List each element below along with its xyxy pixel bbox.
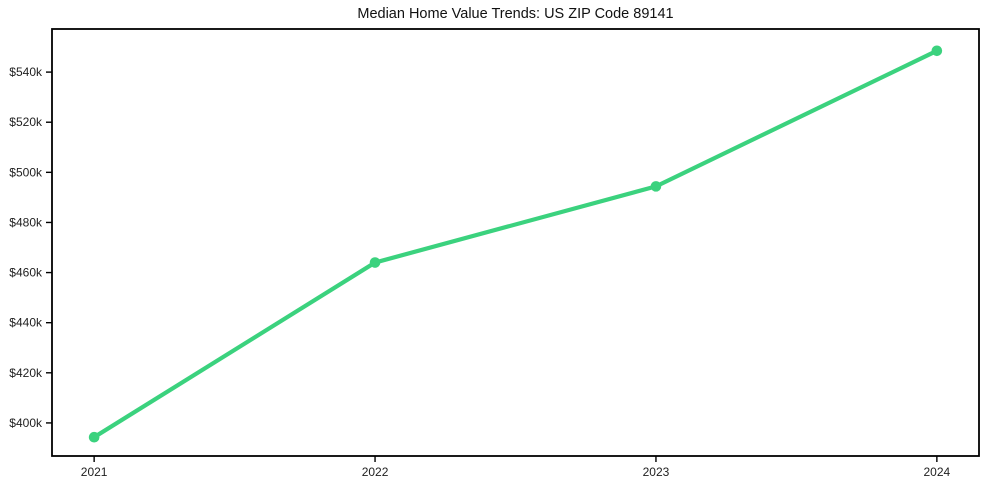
x-axis-tick-label: 2023 — [643, 465, 670, 479]
trend-line — [92, 48, 939, 440]
chart-title: Median Home Value Trends: US ZIP Code 89… — [357, 6, 674, 22]
y-axis-tick-label: $500k — [9, 165, 43, 179]
data-point-marker — [369, 257, 381, 268]
plot-frame — [51, 28, 980, 457]
y-axis-tick-label: $460k — [9, 266, 43, 280]
data-point-marker — [931, 45, 943, 57]
y-axis-tick-label: $480k — [9, 215, 43, 229]
data-point-marker — [88, 431, 100, 443]
y-axis-tick-label: $420k — [9, 366, 43, 380]
x-axis-tick-label: 2024 — [924, 465, 951, 479]
x-axis-tick-label: 2021 — [81, 465, 108, 479]
data-point-marker — [650, 181, 662, 192]
y-axis-tick-label: $440k — [9, 316, 43, 330]
y-axis-tick-label: $520k — [9, 115, 43, 129]
y-axis-tick-label: $540k — [9, 65, 43, 79]
x-axis-tick-label: 2022 — [362, 465, 389, 479]
y-axis-tick-label: $400k — [9, 416, 43, 430]
